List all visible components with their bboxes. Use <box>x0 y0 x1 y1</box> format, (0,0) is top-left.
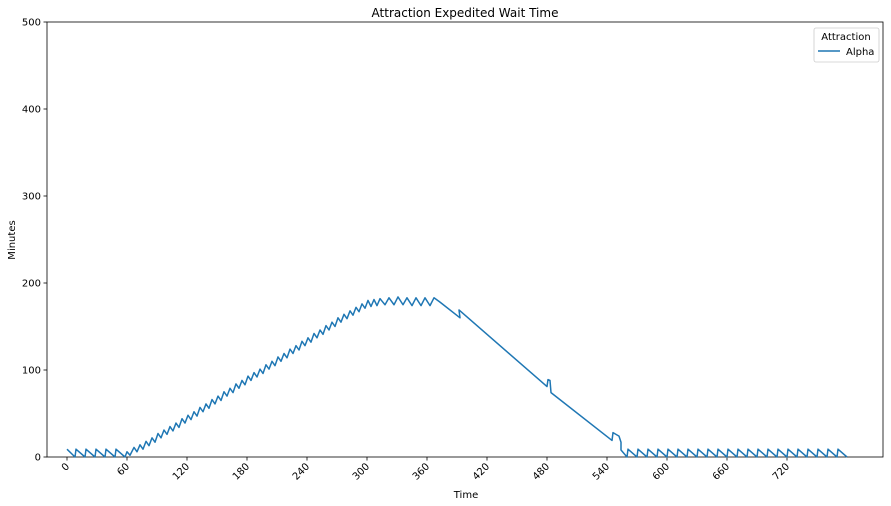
y-tick-label: 0 <box>35 453 41 464</box>
x-tick-label: 60 <box>115 461 132 478</box>
series-line-alpha <box>66 296 848 458</box>
x-tick-label: 720 <box>771 461 792 482</box>
x-tick-label: 180 <box>231 461 252 482</box>
x-tick-label: 360 <box>411 461 432 482</box>
x-axis-label: Time <box>453 490 478 501</box>
y-tick-label: 200 <box>22 279 41 290</box>
x-tick-label: 540 <box>591 461 612 482</box>
chart-title: Attraction Expedited Wait Time <box>372 6 559 20</box>
legend: Attraction Alpha <box>813 27 880 63</box>
y-tick-label: 100 <box>22 366 41 377</box>
x-tick-label: 120 <box>171 461 192 482</box>
x-tick-label: 420 <box>471 461 492 482</box>
y-tick-label: 500 <box>22 18 41 29</box>
y-axis-label: Minutes <box>7 220 18 259</box>
plot-area <box>46 21 884 458</box>
x-tick-label: 240 <box>291 461 312 482</box>
y-axis: 0 100 200 300 400 500 <box>22 18 47 464</box>
x-tick-label: 600 <box>651 461 672 482</box>
legend-box <box>813 27 880 63</box>
legend-entry-alpha: Alpha <box>846 47 874 58</box>
x-tick-label: 300 <box>351 461 372 482</box>
series-layer <box>66 296 848 458</box>
x-tick-label: 480 <box>531 461 552 482</box>
legend-title: Attraction <box>821 32 870 43</box>
x-tick-label: 0 <box>60 461 72 473</box>
x-axis: 0 60 120 180 240 300 360 420 480 540 600 660 720 <box>60 457 792 483</box>
x-tick-label: 660 <box>711 461 732 482</box>
y-tick-label: 300 <box>22 192 41 203</box>
y-tick-label: 400 <box>22 105 41 116</box>
